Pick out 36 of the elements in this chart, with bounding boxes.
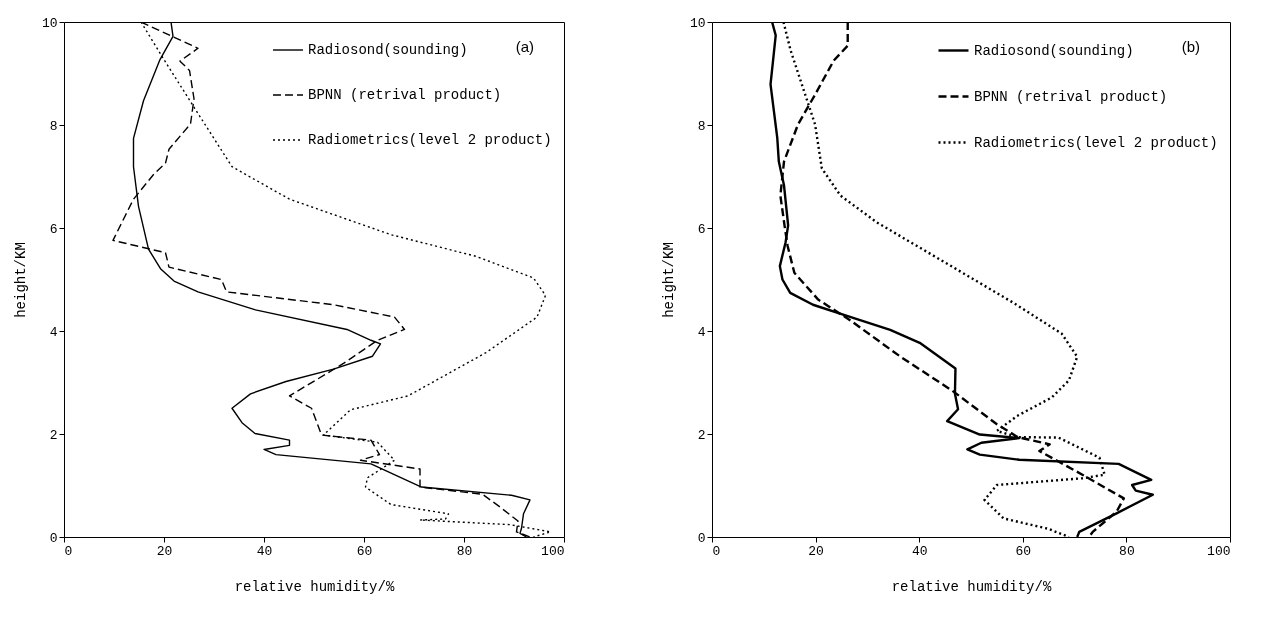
legend-label: BPNN (retrival product) [308,87,502,103]
y-tick-label: 10 [689,15,706,31]
y-tick-label: 6 [49,221,58,237]
legend-label: BPNN (retrival product) [974,88,1168,105]
legend-label: Radiosond(sounding) [974,42,1134,59]
legend-label: Radiometrics(level 2 product) [974,134,1218,151]
annotation: (a) [515,38,534,55]
y-tick-label: 0 [697,530,706,546]
annotation: (b) [1181,38,1200,55]
x-tick-label: 100 [1207,543,1231,559]
x-tick-label: 20 [808,543,824,559]
y-tick-label: 0 [49,530,58,546]
x-tick-label: 40 [256,543,273,559]
y-tick-label: 4 [49,324,58,340]
y-tick-label: 10 [41,15,58,31]
x-tick-label: 0 [712,543,721,559]
x-tick-label: 100 [541,543,565,559]
legend-label: Radiometrics(level 2 product) [308,132,552,148]
x-tick-label: 40 [911,543,928,559]
y-tick-label: 2 [697,427,706,443]
x-tick-label: 80 [456,543,473,559]
x-axis-title: relative humidity/% [234,578,395,595]
x-tick-label: 60 [1015,543,1032,559]
legend-label: Radiosond(sounding) [308,42,468,58]
y-axis-title: height/KM [660,242,677,318]
x-tick-label: 80 [1119,543,1135,559]
x-axis-title: relative humidity/% [891,578,1052,595]
x-tick-label: 60 [356,543,373,559]
x-tick-label: 20 [156,543,173,559]
y-tick-label: 6 [697,221,706,237]
y-tick-label: 4 [697,324,706,340]
y-tick-label: 8 [49,118,58,134]
y-axis-title: height/KM [12,242,29,318]
x-tick-label: 0 [64,543,73,559]
y-tick-label: 8 [697,118,706,134]
y-tick-label: 2 [49,427,58,443]
